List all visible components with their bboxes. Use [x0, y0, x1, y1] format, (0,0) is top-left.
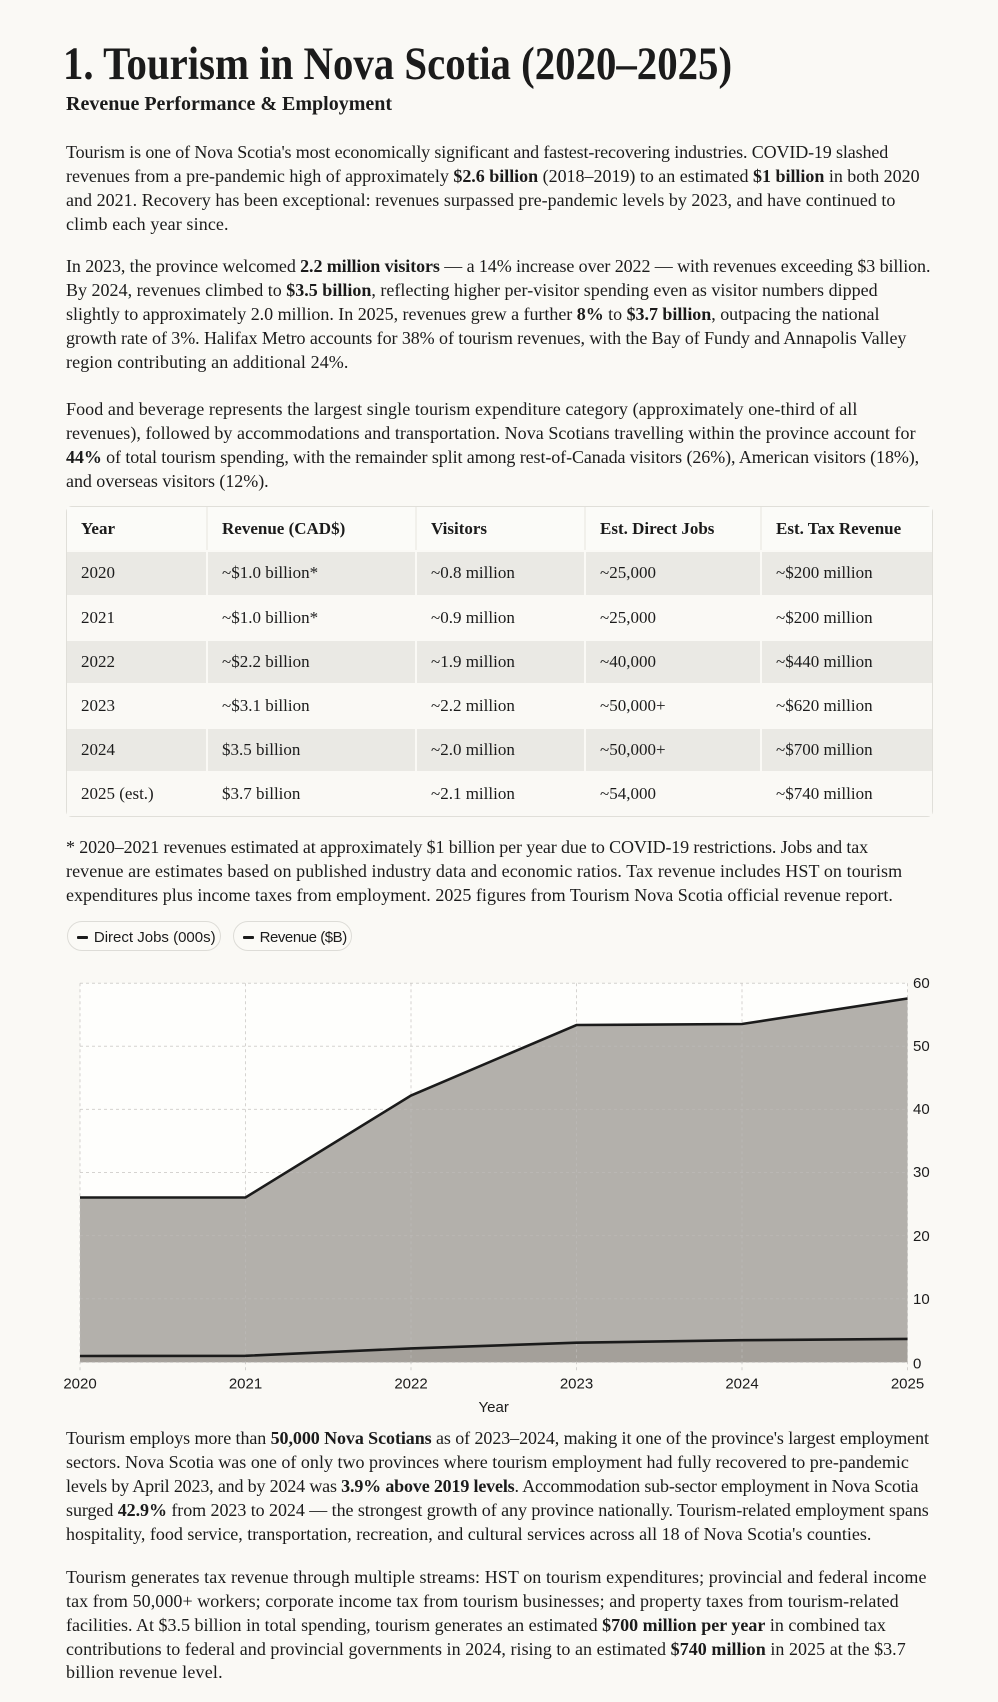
svg-text:10: 10: [913, 1291, 930, 1308]
svg-text:2023: 2023: [560, 1376, 593, 1393]
svg-text:2021: 2021: [229, 1376, 262, 1393]
svg-text:40: 40: [913, 1101, 930, 1118]
svg-text:2025: 2025: [891, 1376, 924, 1393]
svg-text:20: 20: [913, 1228, 930, 1245]
svg-text:0: 0: [913, 1356, 921, 1373]
svg-text:2020: 2020: [63, 1376, 96, 1393]
svg-text:2022: 2022: [394, 1376, 427, 1393]
svg-text:60: 60: [913, 975, 930, 992]
svg-text:30: 30: [913, 1164, 930, 1181]
svg-text:2024: 2024: [725, 1376, 758, 1393]
svg-text:50: 50: [913, 1038, 930, 1055]
svg-text:Year: Year: [479, 1399, 509, 1416]
